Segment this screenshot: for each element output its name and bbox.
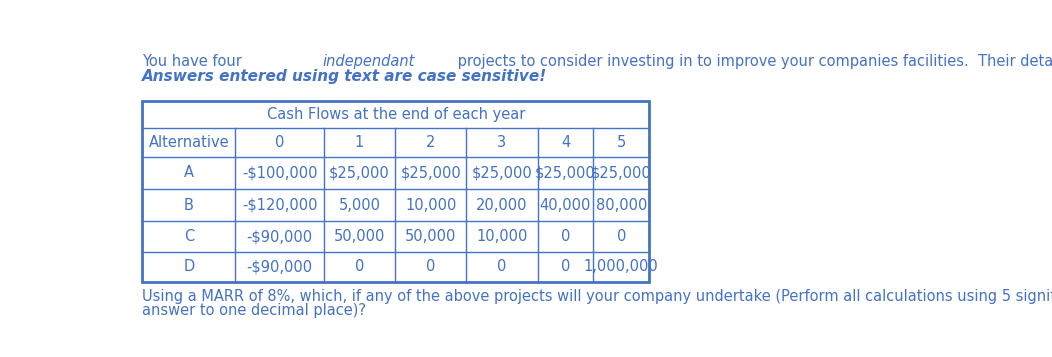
Text: 20,000: 20,000 [477, 198, 528, 213]
Text: D: D [183, 260, 195, 275]
Text: You have four: You have four [142, 54, 247, 69]
Text: 0: 0 [426, 260, 436, 275]
Text: 0: 0 [498, 260, 507, 275]
Text: 0: 0 [561, 260, 570, 275]
Text: Answers entered using text are case sensitive!: Answers entered using text are case sens… [142, 69, 548, 84]
Text: C: C [184, 230, 194, 245]
Text: 4: 4 [561, 135, 570, 150]
Text: B: B [184, 198, 194, 213]
Text: $25,000: $25,000 [591, 166, 651, 181]
Text: Alternative: Alternative [148, 135, 229, 150]
Text: 0: 0 [275, 135, 284, 150]
Text: A: A [184, 166, 194, 181]
Text: $25,000: $25,000 [400, 166, 461, 181]
Text: 1: 1 [355, 135, 364, 150]
Text: 10,000: 10,000 [477, 230, 528, 245]
Text: -$100,000: -$100,000 [242, 166, 318, 181]
Text: 5: 5 [616, 135, 626, 150]
Text: $25,000: $25,000 [471, 166, 532, 181]
Text: 0: 0 [561, 230, 570, 245]
Text: Using a MARR of 8%, which, if any of the above projects will your company undert: Using a MARR of 8%, which, if any of the… [142, 289, 1052, 304]
Text: 0: 0 [616, 230, 626, 245]
Text: 40,000: 40,000 [540, 198, 591, 213]
Text: 0: 0 [355, 260, 364, 275]
Text: -$90,000: -$90,000 [246, 260, 312, 275]
Text: -$90,000: -$90,000 [246, 230, 312, 245]
Text: 10,000: 10,000 [405, 198, 457, 213]
Text: $25,000: $25,000 [535, 166, 595, 181]
Text: answer to one decimal place)?: answer to one decimal place)? [142, 303, 366, 318]
Text: projects to consider investing in to improve your companies facilities.  Their d: projects to consider investing in to imp… [453, 54, 1052, 69]
Text: 50,000: 50,000 [405, 230, 457, 245]
Text: 3: 3 [498, 135, 506, 150]
Text: 80,000: 80,000 [595, 198, 647, 213]
Text: independant: independant [323, 54, 416, 69]
Text: $25,000: $25,000 [329, 166, 389, 181]
Text: 5,000: 5,000 [339, 198, 381, 213]
Text: Cash Flows at the end of each year: Cash Flows at the end of each year [266, 107, 525, 122]
Text: -$120,000: -$120,000 [242, 198, 318, 213]
Text: 2: 2 [426, 135, 436, 150]
Text: 1,000,000: 1,000,000 [584, 260, 659, 275]
Text: 50,000: 50,000 [333, 230, 385, 245]
